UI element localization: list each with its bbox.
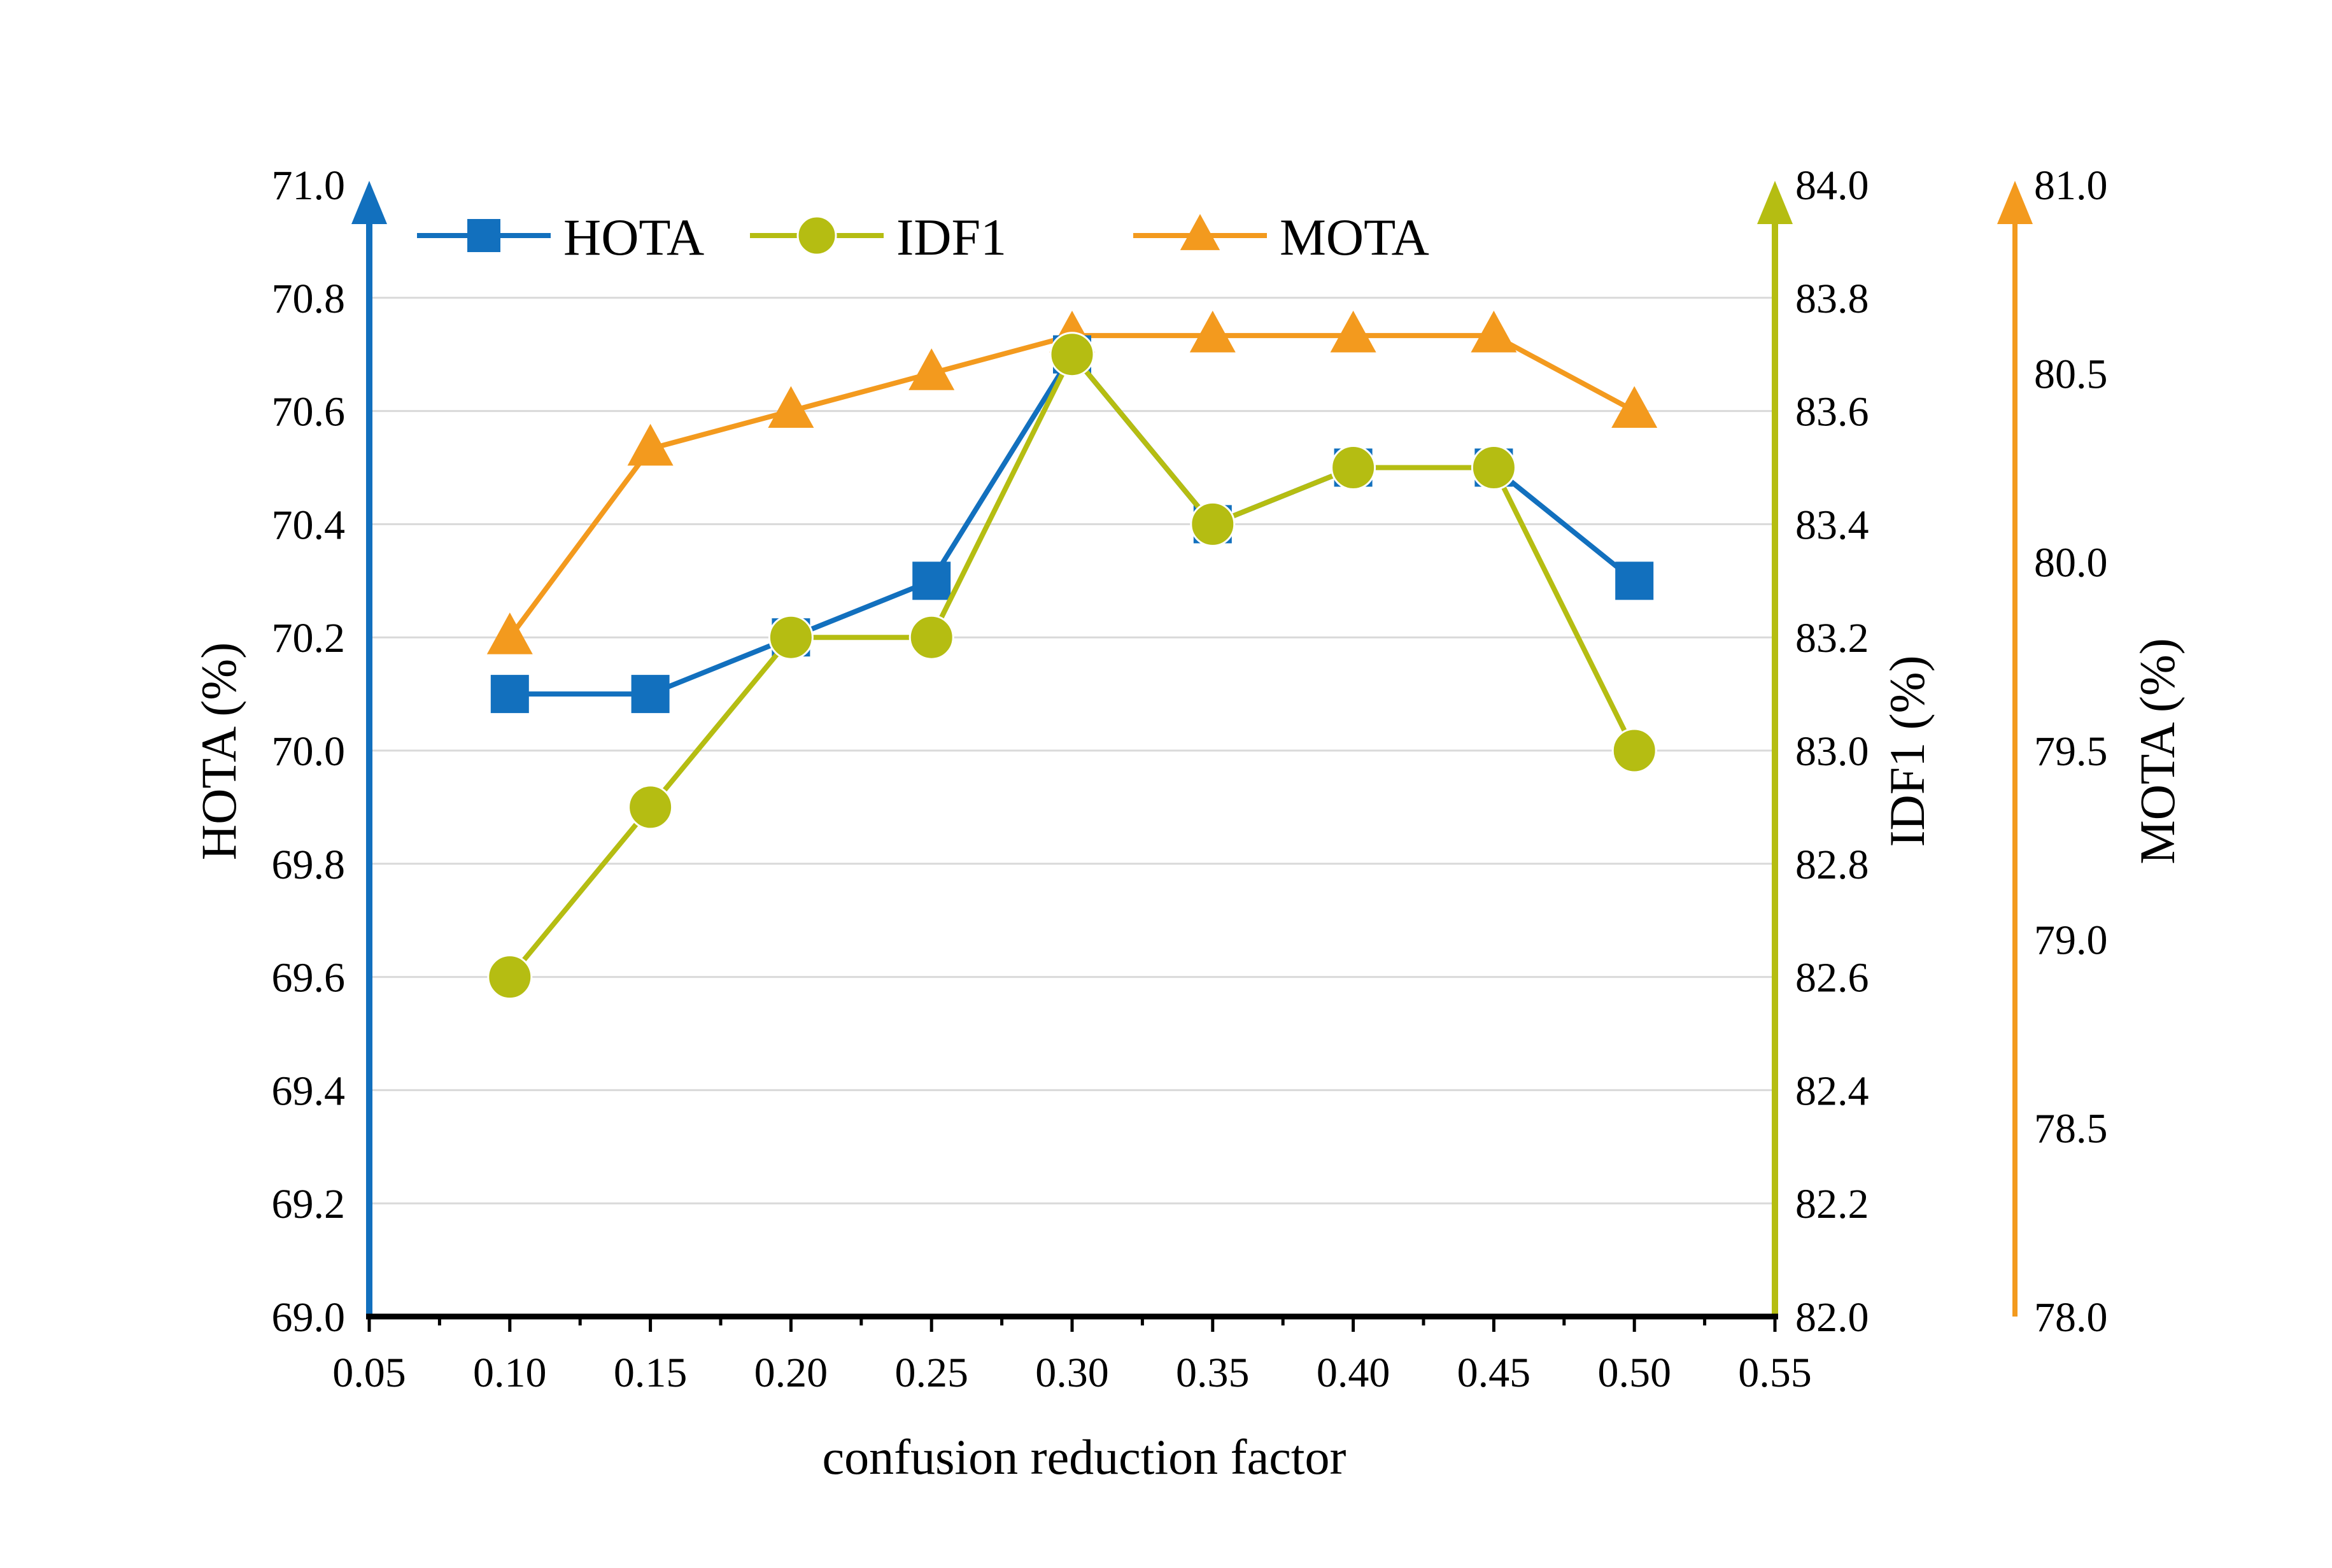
idf1-tick-label: 83.2: [1795, 615, 1869, 661]
x-tick-label: 0.20: [754, 1350, 828, 1396]
mota-tick-label: 80.5: [2034, 351, 2108, 397]
mota-axis-arrow: [1997, 181, 2033, 224]
idf1-tick-label: 83.8: [1795, 276, 1869, 322]
legend-label-idf1: IDF1: [896, 208, 1007, 266]
idf1-tick-label: 83.0: [1795, 728, 1869, 775]
idf1-point: [487, 954, 533, 1000]
idf1-tick-label: 82.0: [1795, 1294, 1869, 1341]
hota-point: [1615, 562, 1654, 600]
hota-tick-label: 71.0: [272, 162, 346, 209]
idf1-tick-label: 82.2: [1795, 1181, 1869, 1227]
mota-tick-label: 78.0: [2034, 1294, 2108, 1341]
mota-point: [1611, 386, 1658, 428]
x-tick-label: 0.40: [1317, 1350, 1390, 1396]
mota-line: [507, 333, 1636, 639]
hota-point: [912, 562, 951, 600]
mota-series: [486, 311, 1658, 654]
hota-tick-label: 70.2: [272, 615, 346, 661]
mota-tick-label: 80.0: [2034, 540, 2108, 586]
mota-point: [486, 612, 533, 654]
hota-axis-arrow: [351, 181, 387, 224]
x-tick-label: 0.45: [1457, 1350, 1531, 1396]
hota-tick-label: 69.0: [272, 1294, 346, 1341]
mota-tick-label: 79.5: [2034, 728, 2108, 775]
axes: 69.0 69.2 69.4 69.6 69.8 70.0 70.2 70.4 70.6 70.8…: [272, 162, 2108, 1396]
hota-tick-label: 70.6: [272, 389, 346, 435]
hota-point: [490, 675, 529, 714]
x-tick-label: 0.35: [1176, 1350, 1250, 1396]
hota-tick-label: 69.8: [272, 842, 346, 888]
idf1-series: [487, 332, 1657, 1000]
idf1-point: [1471, 445, 1516, 490]
idf1-point: [768, 614, 814, 660]
x-tick-label: 0.30: [1035, 1350, 1109, 1396]
mota-point: [1330, 311, 1376, 353]
idf1-point: [908, 614, 954, 660]
x-axis-title: confusion reduction factor: [822, 1429, 1346, 1485]
mota-point: [1189, 311, 1236, 353]
gridlines: [369, 297, 1775, 1204]
legend-label-mota: MOTA: [1280, 208, 1429, 266]
x-tick-label: 0.25: [894, 1350, 968, 1396]
idf1-point: [1611, 728, 1657, 773]
legend: HOTA IDF1 MOTA: [417, 208, 1429, 266]
idf1-point: [1331, 445, 1376, 490]
legend-label-hota: HOTA: [563, 208, 704, 266]
series-layer: [486, 311, 1658, 1000]
idf1-axis-arrow: [1757, 181, 1793, 224]
x-tick-label: 0.05: [332, 1350, 406, 1396]
hota-tick-label: 69.2: [272, 1181, 346, 1227]
legend-marker-hota: [467, 219, 500, 252]
hota-point: [631, 675, 670, 714]
x-tick-label: 0.15: [614, 1350, 688, 1396]
idf1-point: [1190, 501, 1236, 547]
mota-tick-label: 78.5: [2034, 1106, 2108, 1152]
idf1-point: [628, 784, 674, 830]
idf1-tick-label: 82.4: [1795, 1068, 1869, 1114]
mota-axis-title: MOTA (%): [2130, 638, 2185, 865]
idf1-point: [1049, 332, 1095, 378]
hota-tick-label: 69.4: [272, 1068, 346, 1114]
mota-point: [1471, 311, 1517, 353]
hota-tick-label: 69.6: [272, 955, 346, 1001]
mota-point: [908, 348, 955, 390]
hota-tick-label: 70.0: [272, 728, 346, 775]
mota-point: [627, 423, 674, 466]
x-tick-label: 0.55: [1738, 1350, 1812, 1396]
idf1-line: [507, 351, 1637, 979]
mota-tick-label: 79.0: [2034, 917, 2108, 963]
hota-axis-title: HOTA (%): [191, 642, 246, 861]
hota-tick-label: 70.8: [272, 276, 346, 322]
mota-tick-label: 81.0: [2034, 162, 2108, 209]
hota-tick-label: 70.4: [272, 502, 346, 548]
x-tick-label: 0.10: [473, 1350, 547, 1396]
idf1-tick-label: 82.8: [1795, 842, 1869, 888]
idf1-tick-label: 84.0: [1795, 162, 1869, 209]
mota-point: [768, 386, 814, 428]
legend-marker-mota: [1180, 214, 1220, 250]
idf1-tick-label: 82.6: [1795, 955, 1869, 1001]
idf1-tick-label: 83.4: [1795, 502, 1869, 548]
legend-marker-idf1: [796, 215, 837, 256]
idf1-axis-title: IDF1 (%): [1879, 655, 1935, 847]
x-tick-label: 0.50: [1597, 1350, 1671, 1396]
idf1-tick-label: 83.6: [1795, 389, 1869, 435]
